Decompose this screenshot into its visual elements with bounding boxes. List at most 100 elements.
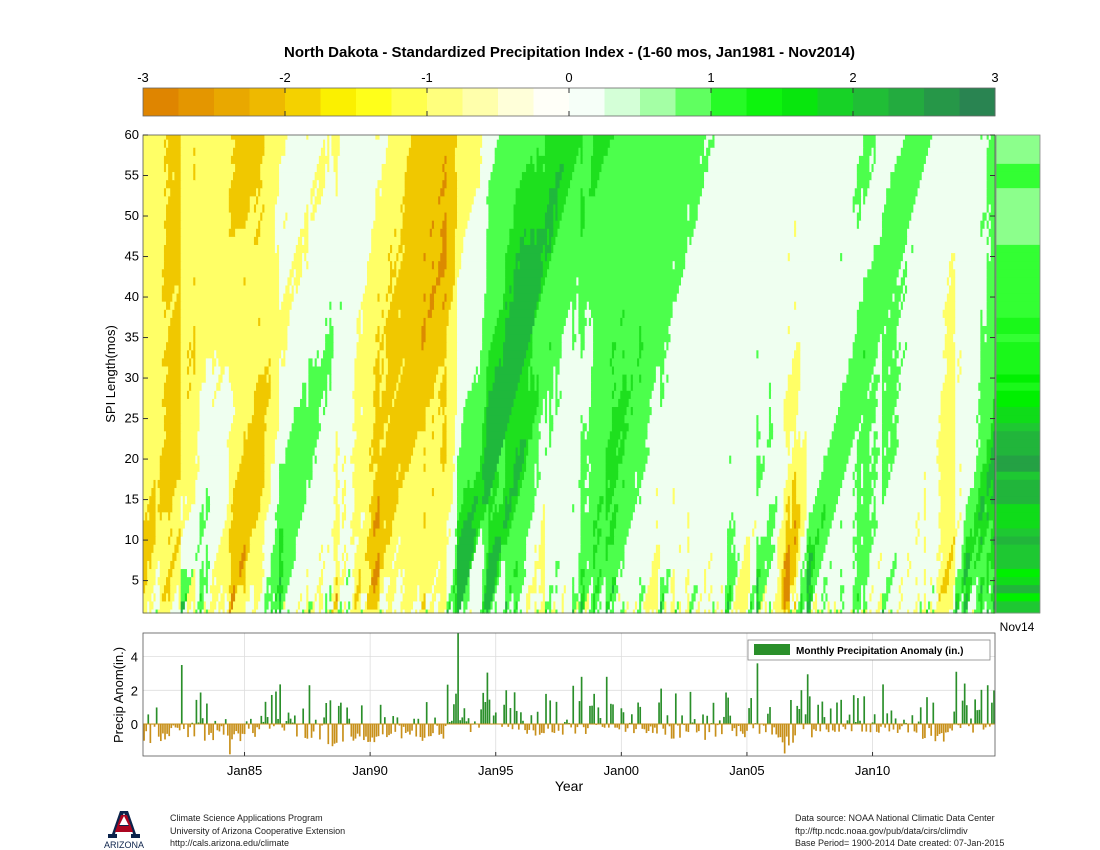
anomaly-bar xyxy=(323,717,325,724)
spi-cell xyxy=(595,527,598,537)
spi-cell xyxy=(532,341,550,351)
spi-cell xyxy=(572,309,575,318)
spi-cell xyxy=(155,479,159,489)
spi-cell xyxy=(180,422,201,432)
spi-cell xyxy=(392,276,397,286)
spi-cell xyxy=(990,203,996,213)
spi-cell xyxy=(295,536,335,545)
spi-cell xyxy=(896,382,900,391)
spi-cell xyxy=(637,600,640,610)
spi-cell xyxy=(626,536,688,545)
spi-cell xyxy=(230,211,249,221)
spi-cell xyxy=(469,608,473,614)
spi-cell xyxy=(260,187,280,197)
spi-cell xyxy=(228,608,232,614)
spi-cell xyxy=(840,608,843,614)
y-axis-label: SPI Length(mos) xyxy=(103,325,118,423)
spi-cell xyxy=(283,600,286,610)
spi-cell xyxy=(318,576,324,586)
spi-cell xyxy=(454,252,462,262)
spi-cell xyxy=(228,479,236,489)
spi-cell xyxy=(930,139,990,148)
spi-cell xyxy=(147,600,150,610)
spi-cell xyxy=(161,268,182,278)
anomaly-bar xyxy=(863,696,866,724)
spi-cell xyxy=(482,608,485,614)
spi-cell xyxy=(657,600,661,610)
spi-cell xyxy=(166,341,182,351)
anomaly-bar xyxy=(890,710,893,724)
spi-cell xyxy=(279,301,282,310)
spi-cell xyxy=(785,552,791,561)
spi-cell xyxy=(733,519,737,529)
spi-cell xyxy=(837,495,858,505)
anomaly-bar xyxy=(486,672,489,724)
spi-cell xyxy=(383,430,387,440)
spi-cell xyxy=(618,584,642,594)
spi-cell xyxy=(904,244,912,254)
current-spi-cell xyxy=(996,211,1040,221)
spi-cell xyxy=(201,503,205,513)
spi-cell xyxy=(898,608,908,614)
spi-cell xyxy=(392,284,395,294)
spi-cell xyxy=(178,284,182,294)
spi-cell xyxy=(603,155,701,164)
spi-cell xyxy=(829,600,835,610)
anomaly-bar xyxy=(536,711,539,724)
spi-cell xyxy=(551,600,554,610)
spi-cell xyxy=(657,519,688,529)
spi-cell xyxy=(727,560,739,570)
spi-cell xyxy=(442,463,446,472)
spi-cell xyxy=(404,179,443,189)
spi-cell xyxy=(590,155,605,164)
spi-cell xyxy=(572,325,575,335)
spi-cell xyxy=(482,471,496,480)
spi-cell xyxy=(400,236,443,245)
spi-cell xyxy=(245,560,263,570)
anomaly-bar xyxy=(601,723,604,727)
spi-cell xyxy=(230,422,249,432)
spi-cell xyxy=(207,584,211,594)
spi-cell xyxy=(354,576,360,586)
spi-cell xyxy=(488,357,500,367)
spi-cell xyxy=(486,276,506,286)
spi-cell xyxy=(909,220,981,229)
spi-cell xyxy=(375,511,381,521)
spi-cell xyxy=(373,422,385,432)
spi-cell xyxy=(343,455,347,464)
spi-cell xyxy=(205,495,211,505)
spi-cell xyxy=(500,544,527,553)
spi-cell xyxy=(356,430,374,440)
spi-cell xyxy=(858,220,883,229)
spi-cell xyxy=(356,544,368,553)
spi-cell xyxy=(457,135,483,140)
spi-cell xyxy=(796,414,837,424)
spi-cell xyxy=(875,511,919,521)
bar-y-tick-label: 2 xyxy=(131,683,138,698)
spi-cell xyxy=(521,479,536,489)
spi-cell xyxy=(343,600,347,610)
spi-cell xyxy=(170,608,182,614)
anomaly-bar xyxy=(155,707,158,724)
spi-cell xyxy=(509,301,538,310)
spi-cell xyxy=(915,576,919,586)
spi-cell xyxy=(262,576,268,586)
spi-cell xyxy=(159,560,171,570)
anomaly-bar xyxy=(237,723,240,734)
spi-cell xyxy=(245,576,263,586)
spi-cell xyxy=(369,503,379,513)
spi-cell xyxy=(620,430,623,440)
spi-cell xyxy=(281,357,286,367)
spi-cell xyxy=(329,592,333,602)
spi-cell xyxy=(339,592,353,602)
spi-cell xyxy=(350,519,362,529)
spi-cell xyxy=(775,544,778,553)
spi-cell xyxy=(547,406,550,416)
spi-cell xyxy=(976,536,979,545)
spi-cell xyxy=(306,382,309,391)
spi-cell xyxy=(942,576,950,586)
spi-cell xyxy=(980,479,988,489)
spi-cell xyxy=(961,349,981,359)
spi-cell xyxy=(197,600,205,610)
anomaly-bar xyxy=(610,703,612,724)
